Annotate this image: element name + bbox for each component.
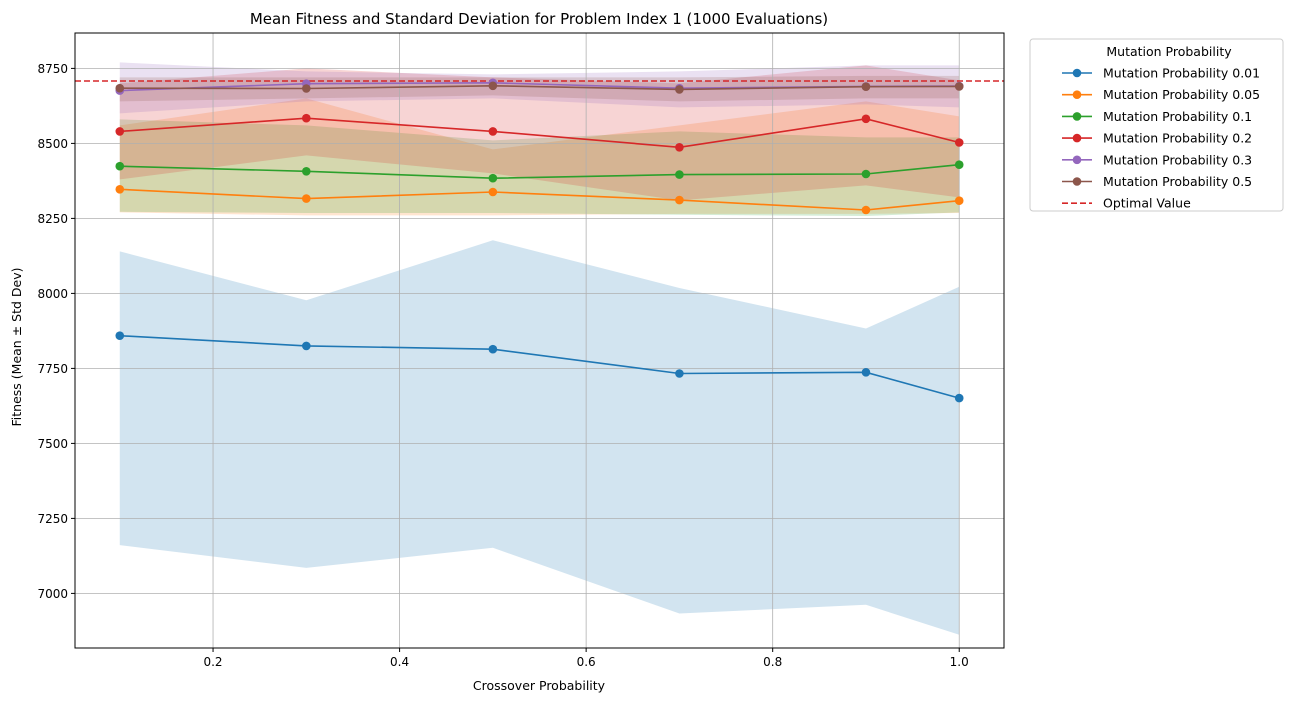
point-5-1 bbox=[302, 84, 311, 93]
point-5-0 bbox=[115, 83, 125, 93]
point-3-3 bbox=[675, 143, 684, 152]
y-tick-label-4: 8000 bbox=[37, 287, 68, 301]
y-tick-label-0: 7000 bbox=[37, 587, 68, 601]
std-band-1 bbox=[119, 98, 960, 216]
point-3-1 bbox=[302, 113, 311, 123]
legend: Mutation Probability Mutation Probabilit… bbox=[1029, 38, 1284, 212]
point-0-5 bbox=[954, 393, 964, 403]
plot-frame bbox=[74, 32, 1005, 649]
legend-label-0: Mutation Probability 0.01 bbox=[1103, 66, 1260, 81]
point-0-2 bbox=[488, 344, 498, 354]
legend-label-4: Mutation Probability 0.3 bbox=[1103, 152, 1252, 167]
legend-label-1: Mutation Probability 0.05 bbox=[1103, 87, 1260, 102]
point-2-4 bbox=[861, 169, 871, 179]
point-3-0 bbox=[115, 127, 125, 136]
std-band-4 bbox=[119, 62, 960, 114]
point-2-2 bbox=[488, 173, 498, 183]
legend-label-3: Mutation Probability 0.2 bbox=[1103, 131, 1252, 146]
point-0-1 bbox=[302, 341, 311, 351]
series-lines bbox=[115, 78, 964, 403]
legend-label-2: Mutation Probability 0.1 bbox=[1103, 109, 1252, 124]
point-3-5 bbox=[954, 138, 964, 147]
legend-marker-2 bbox=[1072, 112, 1082, 121]
point-1-2 bbox=[488, 187, 498, 197]
x-tick-label-4: 1.0 bbox=[950, 655, 969, 669]
legend-title: Mutation Probability bbox=[1106, 44, 1232, 59]
y-tick-label-2: 7500 bbox=[37, 437, 68, 451]
legend-items: Mutation Probability 0.01 Mutation Probab… bbox=[1062, 66, 1260, 211]
point-3-2 bbox=[488, 127, 498, 136]
point-5-2 bbox=[488, 81, 498, 91]
y-axis-label: Fitness (Mean ± Std Dev) bbox=[9, 268, 24, 427]
legend-marker-1 bbox=[1072, 90, 1082, 99]
point-3-4 bbox=[861, 114, 871, 124]
legend-marker-0 bbox=[1072, 68, 1082, 78]
series-line-3 bbox=[119, 117, 960, 149]
legend-box bbox=[1029, 38, 1284, 212]
y-tick-label-1: 7250 bbox=[37, 512, 68, 526]
x-axis-ticks: 0.2 0.4 0.6 0.8 1.0 bbox=[203, 648, 969, 669]
y-tick-label-7: 8750 bbox=[37, 62, 68, 76]
y-tick-label-3: 7750 bbox=[37, 362, 68, 376]
point-2-3 bbox=[675, 170, 684, 179]
point-2-0 bbox=[115, 161, 125, 171]
point-2-5 bbox=[954, 160, 964, 169]
chart-title: Mean Fitness and Standard Deviation for … bbox=[250, 10, 828, 28]
x-tick-label-2: 0.6 bbox=[577, 655, 596, 669]
x-tick-label-0: 0.2 bbox=[203, 655, 222, 669]
series-line-0 bbox=[119, 334, 960, 399]
legend-marker-4 bbox=[1072, 155, 1082, 165]
point-1-3 bbox=[675, 195, 684, 205]
point-2-1 bbox=[302, 167, 311, 176]
legend-label-6: Optimal Value bbox=[1103, 196, 1191, 211]
x-tick-label-1: 0.4 bbox=[390, 655, 409, 669]
point-0-3 bbox=[675, 369, 684, 378]
point-0-0 bbox=[115, 331, 125, 341]
legend-marker-5 bbox=[1072, 177, 1082, 186]
std-dev-bands bbox=[119, 62, 960, 635]
series-line-2 bbox=[119, 163, 960, 180]
series-line-5 bbox=[119, 84, 960, 91]
grid-lines bbox=[75, 33, 1004, 648]
std-band-3 bbox=[119, 65, 960, 201]
point-1-0 bbox=[115, 185, 125, 194]
point-5-4 bbox=[861, 82, 871, 91]
legend-label-5: Mutation Probability 0.5 bbox=[1103, 174, 1252, 189]
point-1-5 bbox=[954, 196, 964, 205]
point-0-4 bbox=[861, 368, 871, 377]
point-5-3 bbox=[675, 85, 684, 94]
point-1-1 bbox=[302, 194, 311, 203]
y-tick-label-6: 8500 bbox=[37, 137, 68, 151]
x-tick-label-3: 0.8 bbox=[763, 655, 782, 669]
x-axis-label: Crossover Probability bbox=[473, 678, 606, 693]
point-1-4 bbox=[861, 205, 871, 215]
std-band-0 bbox=[119, 240, 960, 635]
std-band-5 bbox=[119, 75, 960, 102]
point-5-5 bbox=[954, 82, 964, 91]
y-axis-ticks: 7000 7250 7500 7750 8000 8250 8500 8750 bbox=[37, 62, 75, 601]
series-line-1 bbox=[119, 188, 960, 211]
y-tick-label-5: 8250 bbox=[37, 212, 68, 226]
legend-marker-3 bbox=[1072, 133, 1082, 143]
